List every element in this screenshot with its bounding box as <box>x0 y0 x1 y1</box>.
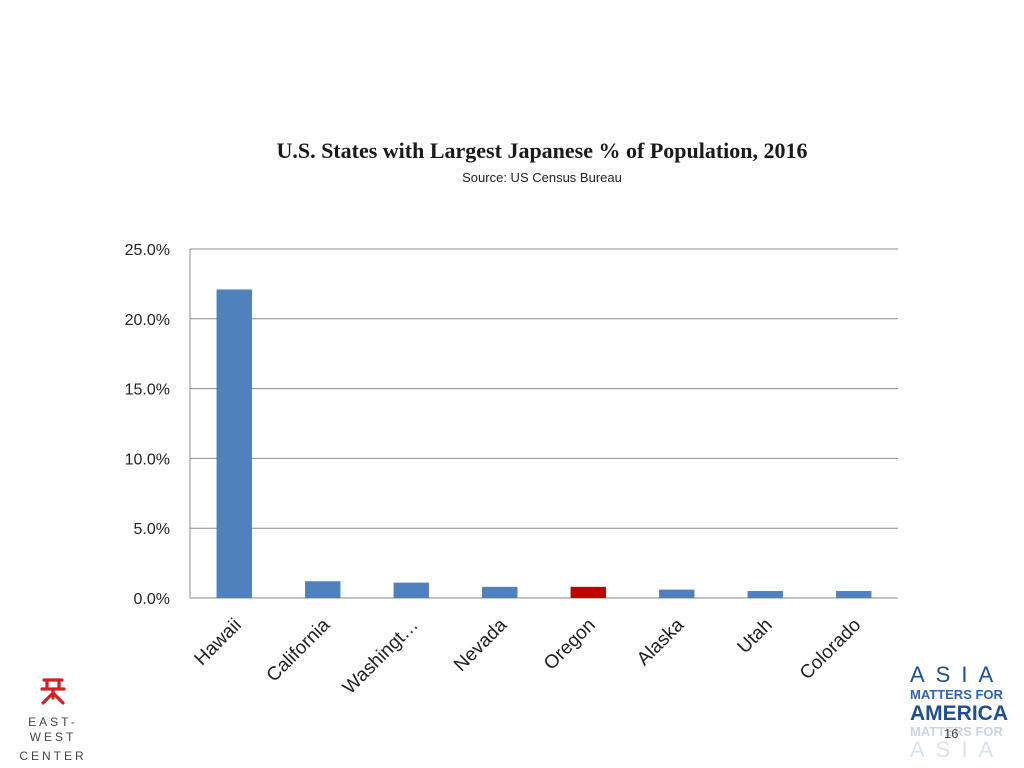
east-west-emblem-icon <box>40 678 66 705</box>
bar-oregon <box>570 586 606 598</box>
y-tick-label: 25.0% <box>125 242 170 259</box>
bar-nevada <box>482 586 518 598</box>
y-tick-label: 20.0% <box>125 312 170 329</box>
x-axis-ticks: Hawaii California Washingt… Nevada Oregon Ala… <box>191 614 866 698</box>
x-tick-label: California <box>263 614 335 686</box>
bar-california <box>305 581 341 598</box>
y-tick-label: 0.0% <box>134 591 170 608</box>
chart-subtitle: Source: US Census Bureau <box>462 170 622 185</box>
x-tick-label: Washingt… <box>339 615 423 699</box>
y-axis-ticks: 0.0% 5.0% 10.0% 15.0% 20.0% 25.0% <box>125 242 170 608</box>
asia-logo-line5: ASIA <box>910 737 1005 762</box>
east-west-name-line1: EAST-WEST <box>28 715 78 744</box>
east-west-name-line2: CENTER <box>19 749 87 763</box>
x-tick-label: Hawaii <box>191 615 246 670</box>
chart-title: U.S. States with Largest Japanese % of P… <box>276 138 808 163</box>
bar-colorado <box>836 591 872 598</box>
asia-logo-line4: MATTERS FOR <box>910 724 1003 739</box>
bar-hawaii <box>216 289 252 598</box>
y-tick-label: 10.0% <box>125 451 170 468</box>
y-tick-label: 15.0% <box>125 382 170 399</box>
x-tick-label: Oregon <box>540 615 600 675</box>
bar-utah <box>747 591 783 598</box>
x-tick-label: Alaska <box>633 614 688 669</box>
x-tick-label: Colorado <box>796 615 865 684</box>
asia-logo-line1: ASIA <box>910 662 1005 687</box>
asia-logo-line3: AMERICA <box>910 702 1008 725</box>
asia-matters-logo: ASIA MATTERS FOR AMERICA MATTERS FOR ASI… <box>910 663 1020 761</box>
bar-washingt <box>393 582 429 598</box>
gridlines <box>189 248 898 599</box>
bars <box>216 289 872 598</box>
asia-logo-line2: MATTERS FOR <box>910 687 1003 702</box>
x-tick-label: Nevada <box>450 614 511 675</box>
bar-alaska <box>659 589 695 598</box>
y-tick-label: 5.0% <box>134 521 170 538</box>
x-tick-label: Utah <box>734 615 777 658</box>
east-west-center-logo: EAST-WEST CENTER <box>6 676 100 764</box>
page-number: 16 <box>944 726 959 741</box>
